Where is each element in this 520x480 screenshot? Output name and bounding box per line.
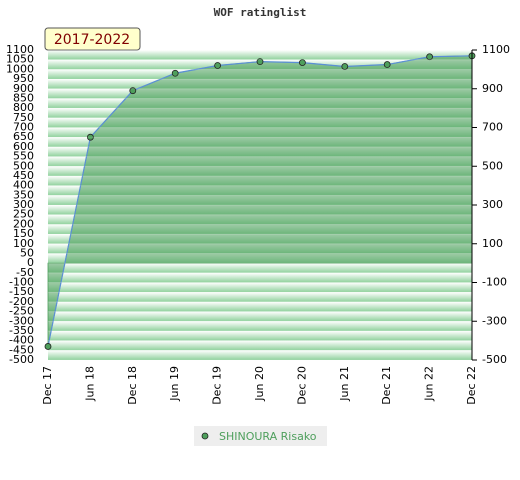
y2-tick-label: -300 (482, 314, 507, 327)
y-tick-label: 550 (13, 150, 34, 163)
y2-tick-label: 1100 (482, 43, 510, 56)
y-tick-label: 100 (13, 237, 34, 250)
y-tick-label: 450 (13, 169, 34, 182)
y-tick-label: -250 (9, 305, 34, 318)
y2-tick-label: 300 (482, 198, 503, 211)
y-tick-label: 1000 (6, 62, 34, 75)
x-tick-label: Jun 19 (168, 366, 181, 402)
marker (87, 133, 94, 141)
y-tick-label: 50 (20, 246, 34, 259)
grid-band (48, 340, 472, 351)
x-tick-label: Dec 19 (211, 366, 224, 405)
marker (341, 63, 349, 70)
y-tick-label: -450 (9, 343, 34, 356)
marker (171, 69, 179, 77)
y2-tick-label: 100 (482, 237, 503, 250)
x-tick-label: Dec 18 (126, 366, 139, 405)
y-tick-label: -150 (9, 285, 34, 298)
y-tick-label: 0 (27, 256, 34, 269)
y2-tick-label: -100 (482, 276, 507, 289)
chart-title: WOF ratinglist (214, 6, 307, 19)
y-tick-label: 600 (13, 140, 34, 153)
y-tick-label: 950 (13, 72, 34, 85)
marker (129, 87, 137, 95)
grid-band (48, 321, 472, 331)
y2-tick-label: 900 (482, 82, 503, 95)
y2-tick-label: 500 (482, 159, 503, 172)
grid-band (48, 292, 472, 302)
y-tick-label: 500 (13, 159, 34, 172)
x-tick-label: Jun 22 (423, 366, 436, 402)
marker (44, 343, 52, 350)
y-tick-label: 350 (13, 188, 34, 201)
grid-band (48, 330, 472, 341)
x-tick-label: Dec 17 (41, 366, 54, 405)
y-tick-label: -500 (9, 353, 34, 366)
x-tick-label: Jun 21 (338, 366, 351, 402)
legend-marker (201, 432, 209, 440)
marker (298, 59, 306, 66)
marker (426, 53, 434, 61)
y-tick-label: 700 (13, 121, 34, 134)
period-box (44, 27, 141, 51)
x-tick-label: Dec 20 (295, 366, 308, 405)
y-tick-label: 650 (13, 130, 34, 143)
y-tick-label: 300 (13, 198, 34, 211)
y-tick-label: -200 (9, 295, 34, 308)
y-tick-label: 250 (13, 208, 34, 221)
grid-band (48, 50, 472, 60)
y-tick-label: 750 (13, 111, 34, 124)
grid-band (48, 282, 472, 293)
y2-tick-label: -500 (482, 353, 507, 366)
y-tick-label: -300 (9, 314, 34, 327)
y-tick-label: -350 (9, 324, 34, 337)
marker (214, 62, 222, 69)
period-label: 2017-2022 (54, 32, 130, 48)
y-tick-label: 200 (13, 217, 34, 230)
x-tick-label: Dec 22 (465, 366, 478, 405)
y-tick-label: 1100 (6, 43, 34, 56)
grid-band (48, 272, 472, 283)
grid-band (48, 263, 472, 273)
grid-band (48, 311, 472, 322)
marker (383, 61, 391, 68)
y-tick-label: -50 (16, 266, 34, 279)
x-tick-label: Jun 20 (253, 366, 266, 402)
y-tick-label: 800 (13, 101, 34, 114)
x-tick-label: Dec 21 (380, 366, 393, 405)
y-tick-label: 1050 (6, 53, 34, 66)
y-tick-label: 400 (13, 179, 34, 192)
y2-tick-label: 700 (482, 121, 503, 134)
grid-band (48, 350, 472, 360)
legend-label: SHINOURA Risako (219, 430, 317, 443)
y-tick-label: -400 (9, 334, 34, 347)
marker (256, 58, 264, 66)
legend (194, 426, 327, 446)
y-tick-label: -100 (9, 276, 34, 289)
y-tick-label: 850 (13, 91, 34, 104)
y-tick-label: 150 (13, 227, 34, 240)
y-tick-label: 900 (13, 82, 34, 95)
x-tick-label: Jun 18 (83, 366, 96, 402)
grid-band (48, 301, 472, 312)
